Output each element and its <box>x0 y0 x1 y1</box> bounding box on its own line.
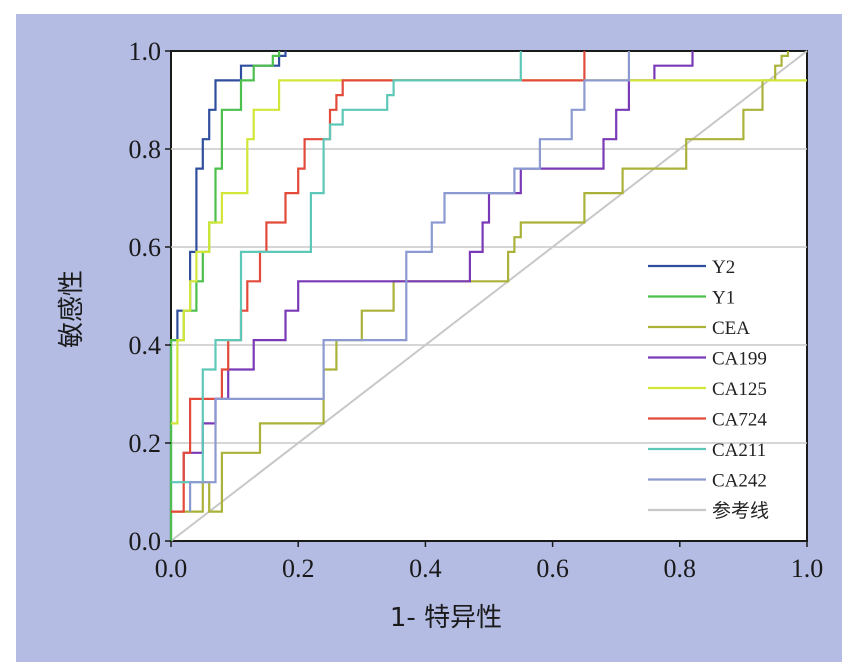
legend: Y2 Y1 CEA CA199 CA125 CA724 CA211 CA242 参考线 <box>648 257 769 522</box>
roc-chart: 0.0 0.2 0.4 0.6 0.8 1.0 0.0 0.2 0.4 0.6 0.8 1.0 1-… <box>57 37 824 633</box>
series-line-2 <box>171 51 789 513</box>
y-tick-labels: 0.0 0.2 0.4 0.6 0.8 1.0 <box>129 37 171 556</box>
series-line-4 <box>171 79 807 425</box>
series-layer <box>169 51 807 541</box>
series-line-7 <box>189 51 630 512</box>
series-line-5 <box>171 51 586 513</box>
legend-label-3: CA199 <box>712 349 767 370</box>
x-tick-label-3: 0.6 <box>536 554 569 583</box>
x-axis-title: 1- 特异性 <box>390 603 502 633</box>
y-tick-label-0: 0.0 <box>129 527 162 556</box>
legend-label-7: CA242 <box>712 471 767 492</box>
legend-label-4: CA125 <box>712 379 767 400</box>
legend-label-8: 参考线 <box>712 500 769 522</box>
x-tick-labels: 0.0 0.2 0.4 0.6 0.8 1.0 <box>155 541 824 583</box>
x-tick-label-4: 0.8 <box>664 554 697 583</box>
x-tick-label-1: 0.2 <box>282 554 315 583</box>
x-tick-label-5: 1.0 <box>791 554 824 583</box>
legend-label-0: Y2 <box>712 257 735 278</box>
x-tick-label-0: 0.0 <box>155 554 188 583</box>
legend-label-5: CA724 <box>712 410 767 431</box>
y-axis-title: 敏感性 <box>57 270 87 348</box>
figure-background: 0.0 0.2 0.4 0.6 0.8 1.0 0.0 0.2 0.4 0.6 0.8 1.0 1-… <box>16 14 842 662</box>
series-line-8 <box>170 50 808 542</box>
series-line-6 <box>171 51 522 484</box>
legend-label-6: CA211 <box>712 440 766 461</box>
legend-label-1: Y1 <box>712 288 735 309</box>
gridlines <box>171 148 807 444</box>
y-tick-label-4: 0.8 <box>129 135 162 164</box>
reference-line-layer <box>170 50 808 542</box>
y-tick-label-5: 1.0 <box>129 37 162 66</box>
legend-label-2: CEA <box>712 318 750 339</box>
y-tick-label-3: 0.6 <box>129 233 162 262</box>
y-tick-label-1: 0.2 <box>129 429 162 458</box>
x-tick-label-2: 0.4 <box>409 554 442 583</box>
y-tick-label-2: 0.4 <box>129 331 162 360</box>
